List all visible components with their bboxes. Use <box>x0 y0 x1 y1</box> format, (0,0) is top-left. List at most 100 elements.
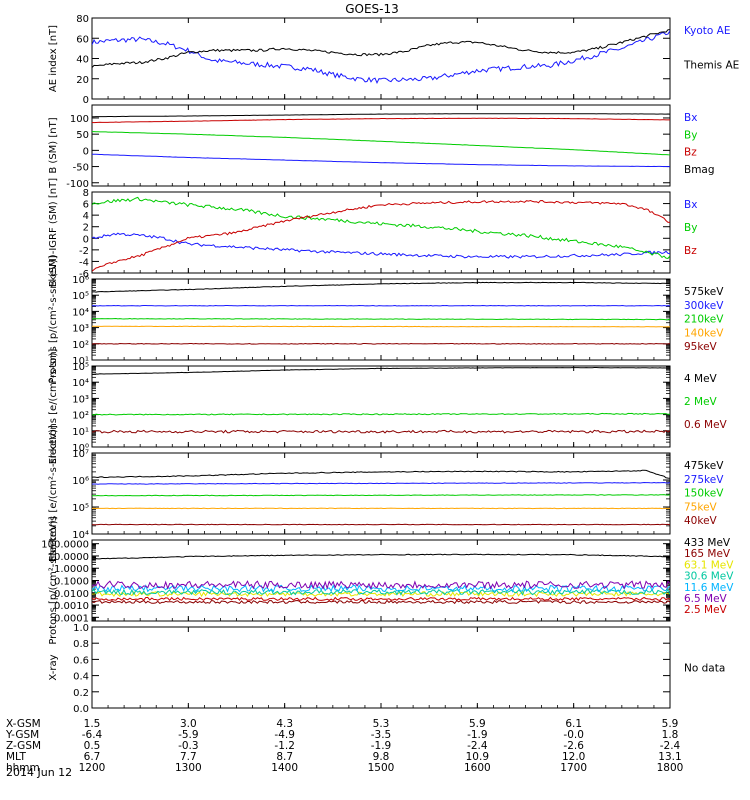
legend-entry: Themis AE <box>683 60 739 72</box>
series-line-bz <box>92 199 670 272</box>
series-line-210kev <box>92 317 670 321</box>
y-tick-label: 0.1000 <box>54 577 89 588</box>
y-tick-label: 10² <box>72 411 89 422</box>
legend-entry: 575keV <box>684 286 724 298</box>
series-line-bx <box>92 153 670 168</box>
y-tick-label: 0.2 <box>73 688 89 699</box>
legend-entry: 475keV <box>684 460 724 472</box>
x-row-value: 10.9 <box>466 751 489 763</box>
series-line-140kev <box>92 325 670 328</box>
series-line-165-mev <box>92 599 670 605</box>
panel-frame <box>91 104 671 187</box>
y-axis-label: Protons [p/(cm²-s-sr-keV)] <box>48 516 59 644</box>
legend-entry: 140keV <box>684 327 724 339</box>
y-tick-label: 0.0100 <box>54 589 89 600</box>
legend-entry: 63.1 MeV <box>684 559 734 571</box>
y-tick-label: 10⁴ <box>72 530 89 541</box>
series-line-95kev <box>92 342 670 345</box>
y-tick-label: 0.0001 <box>54 613 89 624</box>
y-tick-label: 10⁶ <box>72 476 89 487</box>
panel-frame <box>91 539 671 622</box>
y-tick-label: 8 <box>83 188 89 199</box>
y-tick-label: 6 <box>83 200 89 211</box>
y-tick-label: 20 <box>76 75 89 86</box>
x-row-value: 1500 <box>368 762 395 774</box>
x-row-value: -2.4 <box>660 740 681 752</box>
y-tick-label: 100.0000 <box>41 540 89 551</box>
y-tick-label: -6 <box>79 269 89 280</box>
x-row-value: 12.0 <box>562 751 585 763</box>
y-tick-label: 2 <box>83 223 89 234</box>
x-row-value: 13.1 <box>658 751 681 763</box>
legend-entry: 40keV <box>684 515 718 527</box>
y-tick-label: 0.6 <box>73 655 89 666</box>
legend-entry: 11.6 MeV <box>684 582 734 594</box>
x-row-label: MLT <box>6 751 26 763</box>
x-row-value: 5.3 <box>373 718 390 730</box>
legend-entry: 275keV <box>684 474 724 486</box>
x-row-value: 8.7 <box>276 751 293 763</box>
x-row-value: -1.9 <box>467 729 488 741</box>
x-row-value: 6.1 <box>565 718 582 730</box>
x-row-value: 9.8 <box>373 751 390 763</box>
panel-frame <box>91 365 671 448</box>
x-row-label: X-GSM <box>6 718 41 730</box>
y-tick-label: -50 <box>73 163 89 174</box>
x-row-value: 3.0 <box>180 718 197 730</box>
panel-frame <box>91 626 671 709</box>
x-row-value: 7.7 <box>180 751 197 763</box>
series-line-by <box>92 131 670 156</box>
x-row-value: 0.5 <box>84 740 101 752</box>
panel-ae: 0 20 40 60 80 AE index [nT] Kyoto AE Themis AE <box>48 14 739 106</box>
series-line-2-mev <box>92 412 670 416</box>
legend-entry: Kyoto AE <box>684 25 730 37</box>
x-row-value: 1200 <box>79 762 106 774</box>
legend-entry: 210keV <box>684 314 724 326</box>
legend-entry: 2.5 MeV <box>684 604 728 616</box>
y-axis-label: B (SM)-IGRF (SM) [nT] <box>48 178 59 287</box>
x-row-value: 1800 <box>657 762 684 774</box>
y-tick-label: 10³ <box>72 394 89 405</box>
series-line-40kev <box>92 523 670 526</box>
series-line-6.5-mev <box>92 580 670 590</box>
legend-entry: By <box>684 129 697 141</box>
series-line-30.6-mev <box>92 588 670 596</box>
y-tick-label: 1.0000 <box>54 564 89 575</box>
series-line-275kev <box>92 481 670 485</box>
y-tick-label: 4 <box>83 211 89 222</box>
series-line-75kev <box>92 507 670 510</box>
y-tick-label: 10⁵ <box>72 503 89 514</box>
series-line-by <box>92 196 670 259</box>
series-line-themis-ae <box>92 29 670 68</box>
series-line-63.1-mev <box>92 590 670 598</box>
x-row-value: 5.9 <box>662 718 679 730</box>
legend-entry: By <box>684 222 697 234</box>
y-tick-label: 10⁰ <box>72 443 89 454</box>
x-row-value: -1.2 <box>274 740 295 752</box>
y-tick-label: 0.0 <box>73 704 89 715</box>
x-row-value: 1600 <box>464 762 491 774</box>
panel-bsm: -100 -50 0 50 100 B (SM) [nT] Bx By Bz Bmag <box>48 104 715 190</box>
legend-entry: 30.6 MeV <box>684 571 734 583</box>
x-row-value: 1.5 <box>84 718 101 730</box>
legend-entry: 300keV <box>684 300 724 312</box>
y-tick-label: 0 <box>83 95 89 106</box>
y-tick-label: 10⁶ <box>72 275 89 286</box>
series-line-4-mev <box>92 367 670 375</box>
y-tick-label: 1.0 <box>73 623 89 634</box>
series-line-300kev <box>92 304 670 307</box>
legend-entry: Bz <box>684 245 697 257</box>
x-axis-table: X-GSM 1.5 3.0 4.3 5.3 5.9 6.1 5.9Y-GSM -6.4 -5.9-… <box>5 718 683 774</box>
y-tick-label: 0.4 <box>73 672 89 683</box>
y-tick-label: -2 <box>79 246 89 257</box>
series-line-150kev <box>92 494 670 497</box>
legend-entry: 433 MeV <box>684 537 731 549</box>
y-tick-label: 0 <box>83 146 89 157</box>
y-tick-label: 0 <box>83 234 89 245</box>
y-tick-label: -4 <box>79 257 89 268</box>
y-axis-label: Electrons [e/(cm²-s-sr)] <box>48 349 59 465</box>
x-row-value: -2.6 <box>563 740 584 752</box>
x-row-value: -4.9 <box>274 729 295 741</box>
